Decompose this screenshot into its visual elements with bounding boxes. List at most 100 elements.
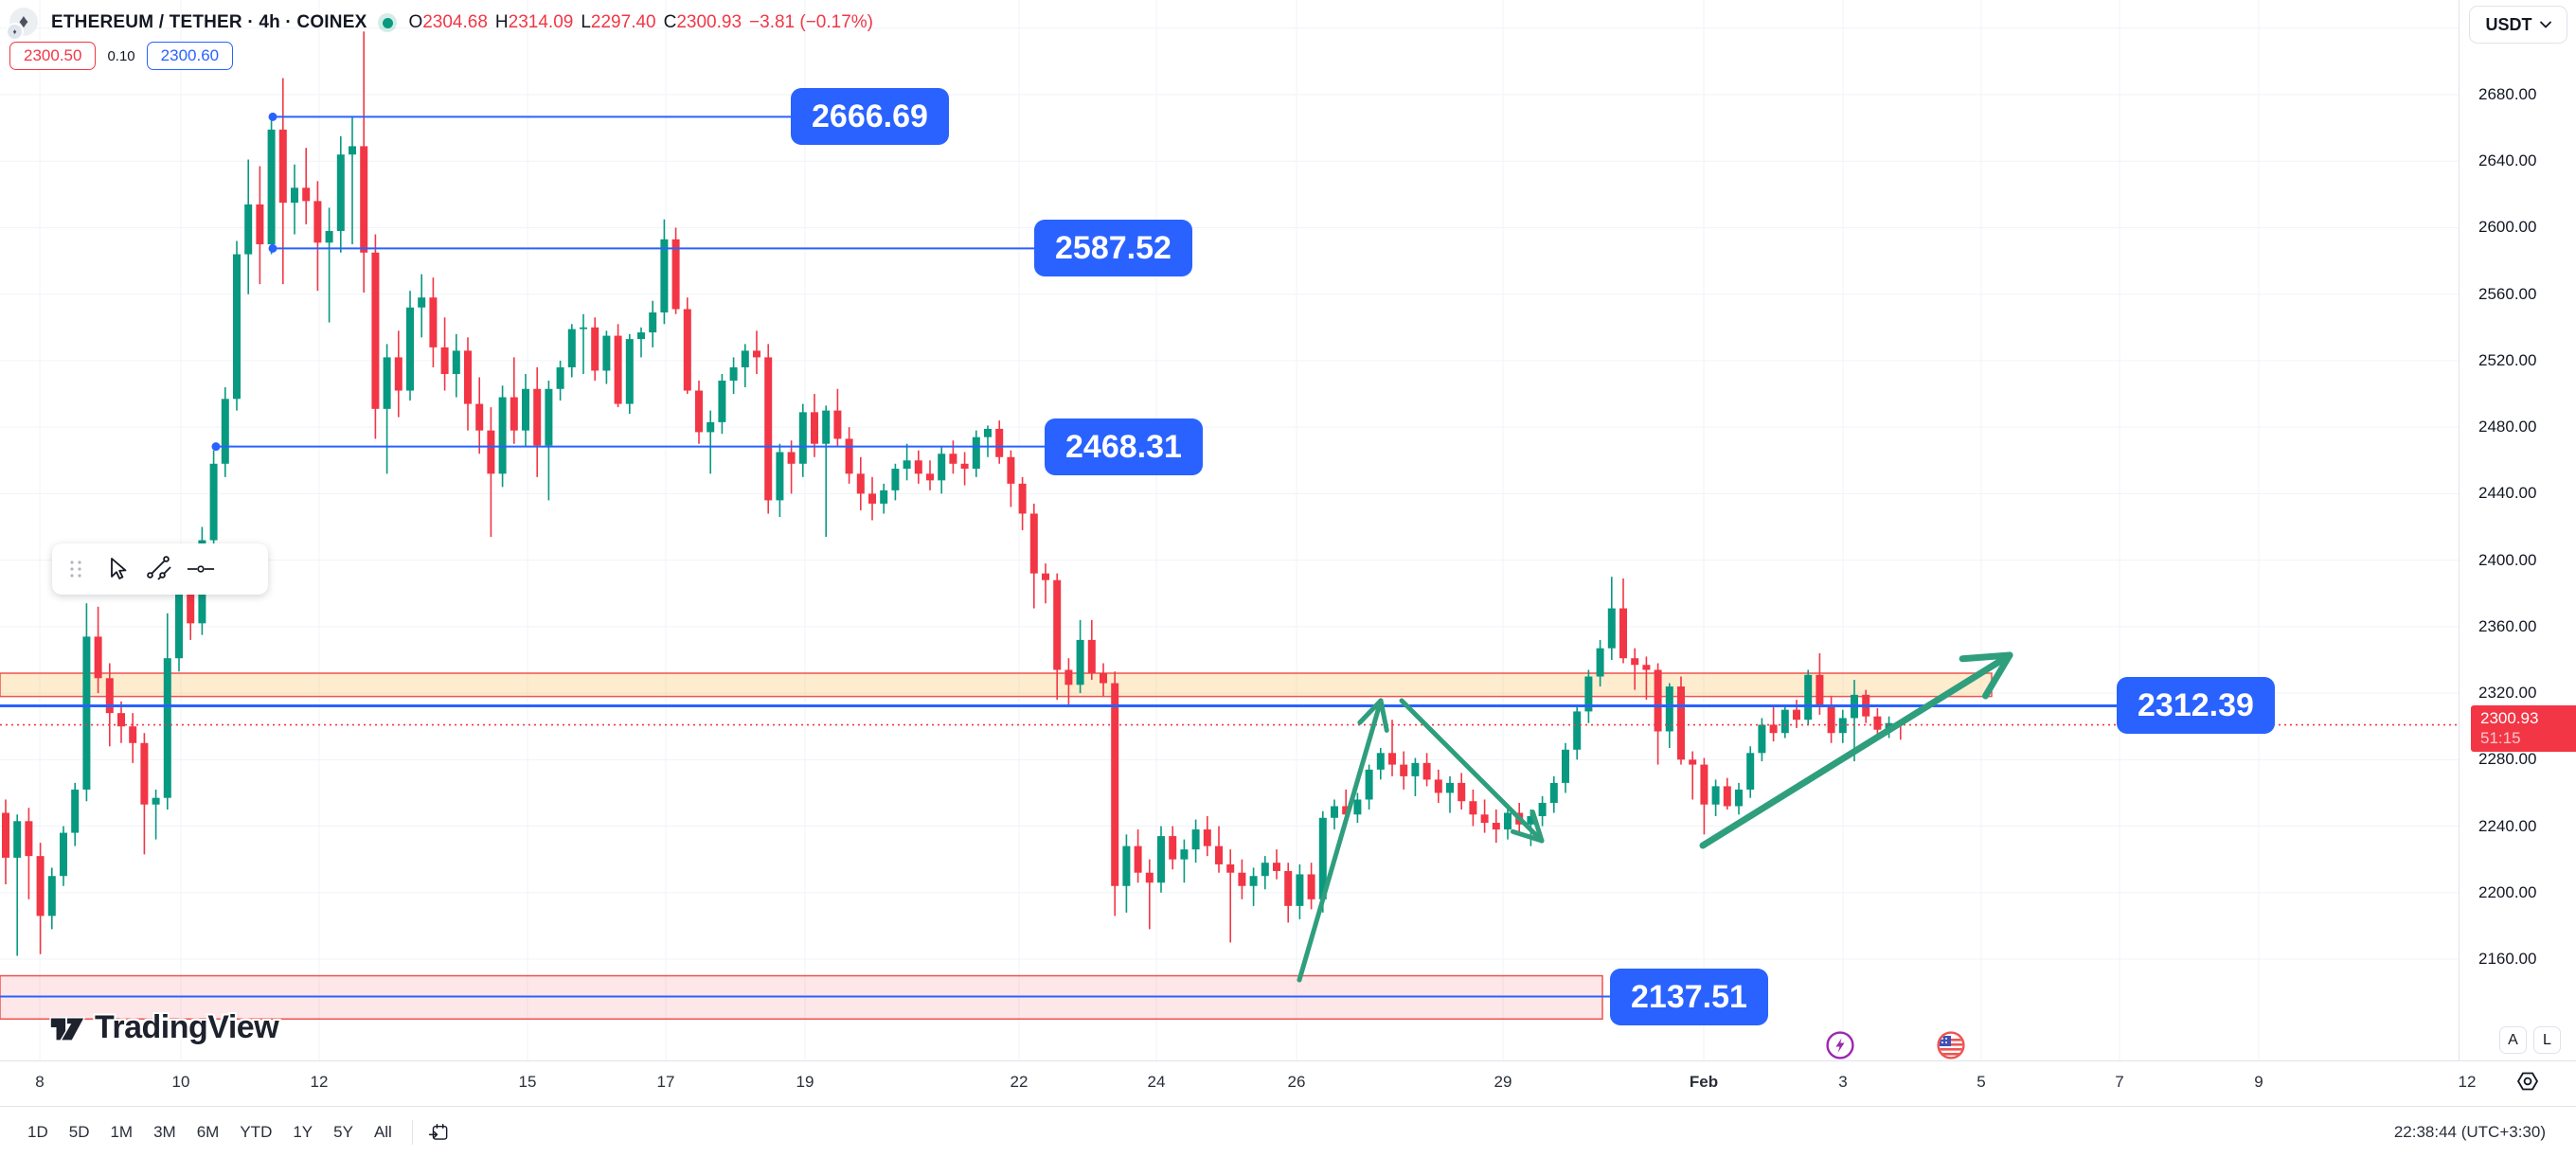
floating-drawing-toolbar	[52, 543, 268, 595]
us-economic-event-icon[interactable]	[1936, 1030, 1966, 1060]
candle-body	[498, 397, 507, 474]
line-anchor-dot[interactable]	[211, 442, 221, 452]
candle-body	[845, 438, 853, 474]
price-level-label[interactable]: 2468.31	[1045, 418, 1203, 475]
time-tick-label: 26	[1287, 1073, 1306, 1091]
candle-body	[764, 357, 773, 501]
symbol-title[interactable]: ETHEREUM / TETHER · 4h · COINEX	[51, 12, 367, 32]
drag-handle-icon[interactable]	[62, 555, 90, 583]
range-button-1y[interactable]: 1Y	[282, 1117, 323, 1148]
range-button-5y[interactable]: 5Y	[323, 1117, 364, 1148]
last-price-badge: 2300.93 51:15	[2471, 704, 2576, 753]
go-to-date-button[interactable]	[422, 1116, 455, 1148]
low-value: 2297.40	[590, 12, 656, 32]
horizontal-line-tool-icon[interactable]	[187, 555, 215, 583]
drawn-arrow[interactable]	[1699, 651, 2013, 849]
line-anchor-dot[interactable]	[268, 112, 277, 121]
drawn-arrow[interactable]	[1399, 698, 1545, 844]
cursor-tool-icon[interactable]	[103, 555, 132, 583]
spread-value: 0.10	[107, 47, 135, 64]
price-level-label[interactable]: 2312.39	[2117, 677, 2275, 735]
price-tick-label: 2640.00	[2478, 151, 2537, 170]
range-button-5d[interactable]: 5D	[59, 1117, 100, 1148]
session-clock[interactable]: 22:38:44 (UTC+3:30)	[2393, 1122, 2546, 1141]
candle-body	[1642, 665, 1651, 670]
time-tick-label: Feb	[1689, 1073, 1719, 1091]
range-button-1d[interactable]: 1D	[17, 1117, 59, 1148]
price-tick-label: 2320.00	[2478, 684, 2537, 703]
range-button-3m[interactable]: 3M	[143, 1117, 187, 1148]
scale-settings-gear-icon[interactable]	[2513, 1069, 2542, 1097]
range-button-ytd[interactable]: YTD	[229, 1117, 282, 1148]
price-level-label[interactable]: 2137.51	[1610, 968, 1768, 1025]
candle-body	[776, 452, 784, 501]
date-range-buttons: 1D 5D 1M 3M 6M YTD 1Y 5Y All	[17, 1117, 402, 1148]
candle-body	[960, 463, 969, 470]
time-tick-label: 17	[656, 1073, 675, 1091]
last-price-value: 2300.93	[2480, 708, 2539, 727]
candle-body	[1134, 846, 1142, 873]
candle-body	[1492, 823, 1500, 830]
candle-body	[602, 335, 611, 371]
candle-body	[533, 388, 542, 446]
currency-selector[interactable]: USDT	[2469, 6, 2567, 44]
trend-line-tool-icon[interactable]	[145, 555, 173, 583]
candle-body	[683, 309, 691, 391]
candle-body	[856, 473, 865, 494]
drawn-arrow[interactable]	[1297, 698, 1389, 983]
candle-body	[972, 436, 980, 470]
candle-body	[418, 297, 426, 308]
price-level-label[interactable]: 2587.52	[1034, 220, 1192, 277]
range-button-6m[interactable]: 6M	[187, 1117, 230, 1148]
log-scale-button[interactable]: L	[2533, 1026, 2561, 1054]
candle-body	[753, 350, 760, 358]
candle-body	[1469, 801, 1477, 815]
chart-pane[interactable]: ♦ ♦ ETHEREUM / TETHER · 4h · COINEX O2304…	[0, 0, 2459, 1060]
toolbar-divider	[411, 1119, 413, 1145]
candle-body	[140, 742, 149, 805]
candle-body	[637, 332, 645, 340]
tradingview-logo[interactable]: TradingView	[47, 1007, 279, 1047]
candle-body	[1273, 863, 1280, 871]
candlestick-plot[interactable]	[0, 0, 2459, 1060]
supply-zone[interactable]	[0, 672, 1993, 698]
time-tick-label: 12	[2458, 1073, 2477, 1091]
bid-button[interactable]: 2300.50	[9, 42, 97, 70]
candle-body	[1261, 863, 1269, 877]
candle-body	[1596, 648, 1604, 677]
candle-body	[1307, 874, 1315, 899]
range-button-all[interactable]: All	[364, 1117, 402, 1148]
change-value: −3.81 (−0.17%)	[749, 12, 874, 32]
candle-body	[360, 146, 368, 253]
candle-body	[811, 412, 818, 444]
price-level-label[interactable]: 2666.69	[791, 88, 949, 146]
ask-button[interactable]: 2300.60	[146, 42, 234, 70]
candle-body	[452, 350, 460, 374]
candle-body	[695, 390, 703, 433]
range-button-1m[interactable]: 1M	[99, 1117, 143, 1148]
candle-body	[233, 254, 241, 400]
candle-body	[1504, 812, 1512, 830]
crypto-event-icon[interactable]	[1825, 1030, 1855, 1060]
candle-body	[671, 239, 680, 310]
candle-body	[1076, 639, 1084, 685]
time-tick-label: 19	[796, 1073, 814, 1091]
price-axis[interactable]: USDT 2680.00 2640.00 2600.00 2560.00 2520.00…	[2459, 0, 2576, 1060]
candle-body	[1169, 836, 1177, 860]
ohlc-values: O2304.68 H2314.09 L2297.40 C2300.93 −3.8…	[408, 12, 874, 32]
candle-body	[1007, 456, 1015, 484]
candle-body	[464, 350, 472, 404]
candle-body	[1203, 829, 1211, 846]
candle-body	[522, 388, 529, 431]
candle-body	[1480, 814, 1489, 824]
candle-body	[336, 154, 345, 231]
candle-body	[984, 428, 992, 437]
currency-label: USDT	[2485, 14, 2532, 34]
line-anchor-dot[interactable]	[268, 243, 277, 253]
price-tick-label: 2560.00	[2478, 284, 2537, 303]
bar-countdown: 51:15	[2480, 728, 2521, 747]
auto-scale-button[interactable]: A	[2499, 1026, 2527, 1054]
candle-body	[129, 726, 137, 743]
time-axis[interactable]: 8 10 12 15 17 19 22 24 26 29 Feb 3 5 7 9 12	[0, 1060, 2576, 1107]
candle-body	[1631, 658, 1639, 666]
